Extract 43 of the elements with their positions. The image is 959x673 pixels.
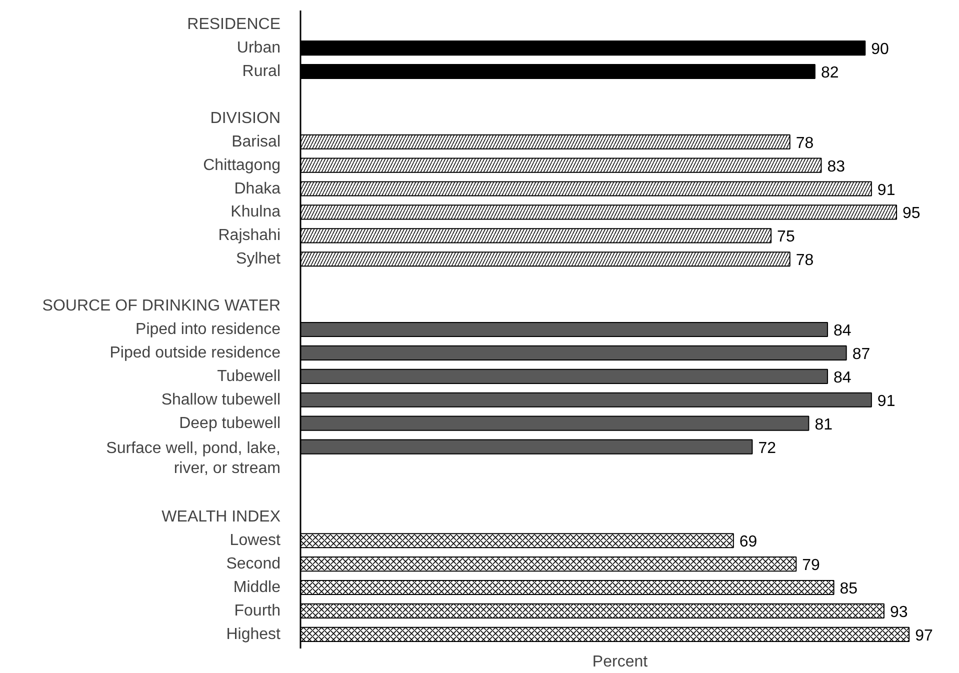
data-label: 87 bbox=[852, 346, 870, 363]
data-label: 93 bbox=[890, 604, 908, 621]
data-label: 91 bbox=[877, 392, 896, 410]
data-label: 78 bbox=[796, 252, 814, 270]
y-tick-label: Chittagong bbox=[203, 156, 280, 174]
x-axis-title: Percent bbox=[592, 654, 648, 670]
data-label: 91 bbox=[877, 182, 896, 199]
data-label: 72 bbox=[758, 440, 776, 457]
data-label: 84 bbox=[834, 322, 852, 340]
data-label: 95 bbox=[902, 205, 920, 222]
data-label: 83 bbox=[827, 158, 846, 176]
y-tick-label: DIVISION bbox=[210, 110, 280, 127]
y-tick-label: Fourth bbox=[234, 602, 281, 620]
y-tick-label: Surface well, pond, lake, river, or stream bbox=[106, 440, 281, 478]
y-tick-label: Rural bbox=[242, 62, 280, 80]
y-tick-label: Barisal bbox=[232, 133, 280, 150]
y-tick-label: Sylhet bbox=[236, 250, 282, 268]
data-label: 81 bbox=[814, 416, 833, 434]
y-tick-label: Shallow tubewell bbox=[161, 391, 281, 408]
y-tick-label: Second bbox=[226, 556, 280, 573]
y-tick-label: Urban bbox=[236, 40, 280, 57]
data-label: 90 bbox=[871, 41, 890, 58]
y-tick-label: Dhaka bbox=[234, 180, 281, 198]
y-tick-label: Highest bbox=[226, 626, 282, 643]
data-label: 75 bbox=[777, 228, 795, 246]
data-label: 97 bbox=[915, 627, 933, 644]
data-label: 82 bbox=[820, 64, 839, 82]
y-tick-label: RESIDENCE bbox=[187, 16, 281, 34]
data-label: 79 bbox=[802, 557, 820, 574]
y-tick-label: Lowest bbox=[230, 532, 282, 550]
y-tick-label: Piped into residence bbox=[136, 321, 281, 338]
y-tick-label: Middle bbox=[233, 579, 281, 596]
y-tick-label: Rajshahi bbox=[218, 227, 281, 244]
y-tick-label: WEALTH INDEX bbox=[162, 508, 281, 526]
data-label: 69 bbox=[739, 534, 758, 551]
y-tick-label: Tubewell bbox=[217, 368, 280, 385]
data-label: 84 bbox=[834, 369, 852, 386]
y-tick-label: Khulna bbox=[230, 204, 281, 221]
y-tick-label: Deep tubewell bbox=[179, 414, 281, 432]
data-label: 85 bbox=[840, 580, 858, 598]
y-tick-label: SOURCE OF DRINKING WATER bbox=[42, 298, 281, 315]
data-label: 78 bbox=[796, 134, 814, 152]
y-tick-label: Piped outside residence bbox=[110, 344, 281, 362]
